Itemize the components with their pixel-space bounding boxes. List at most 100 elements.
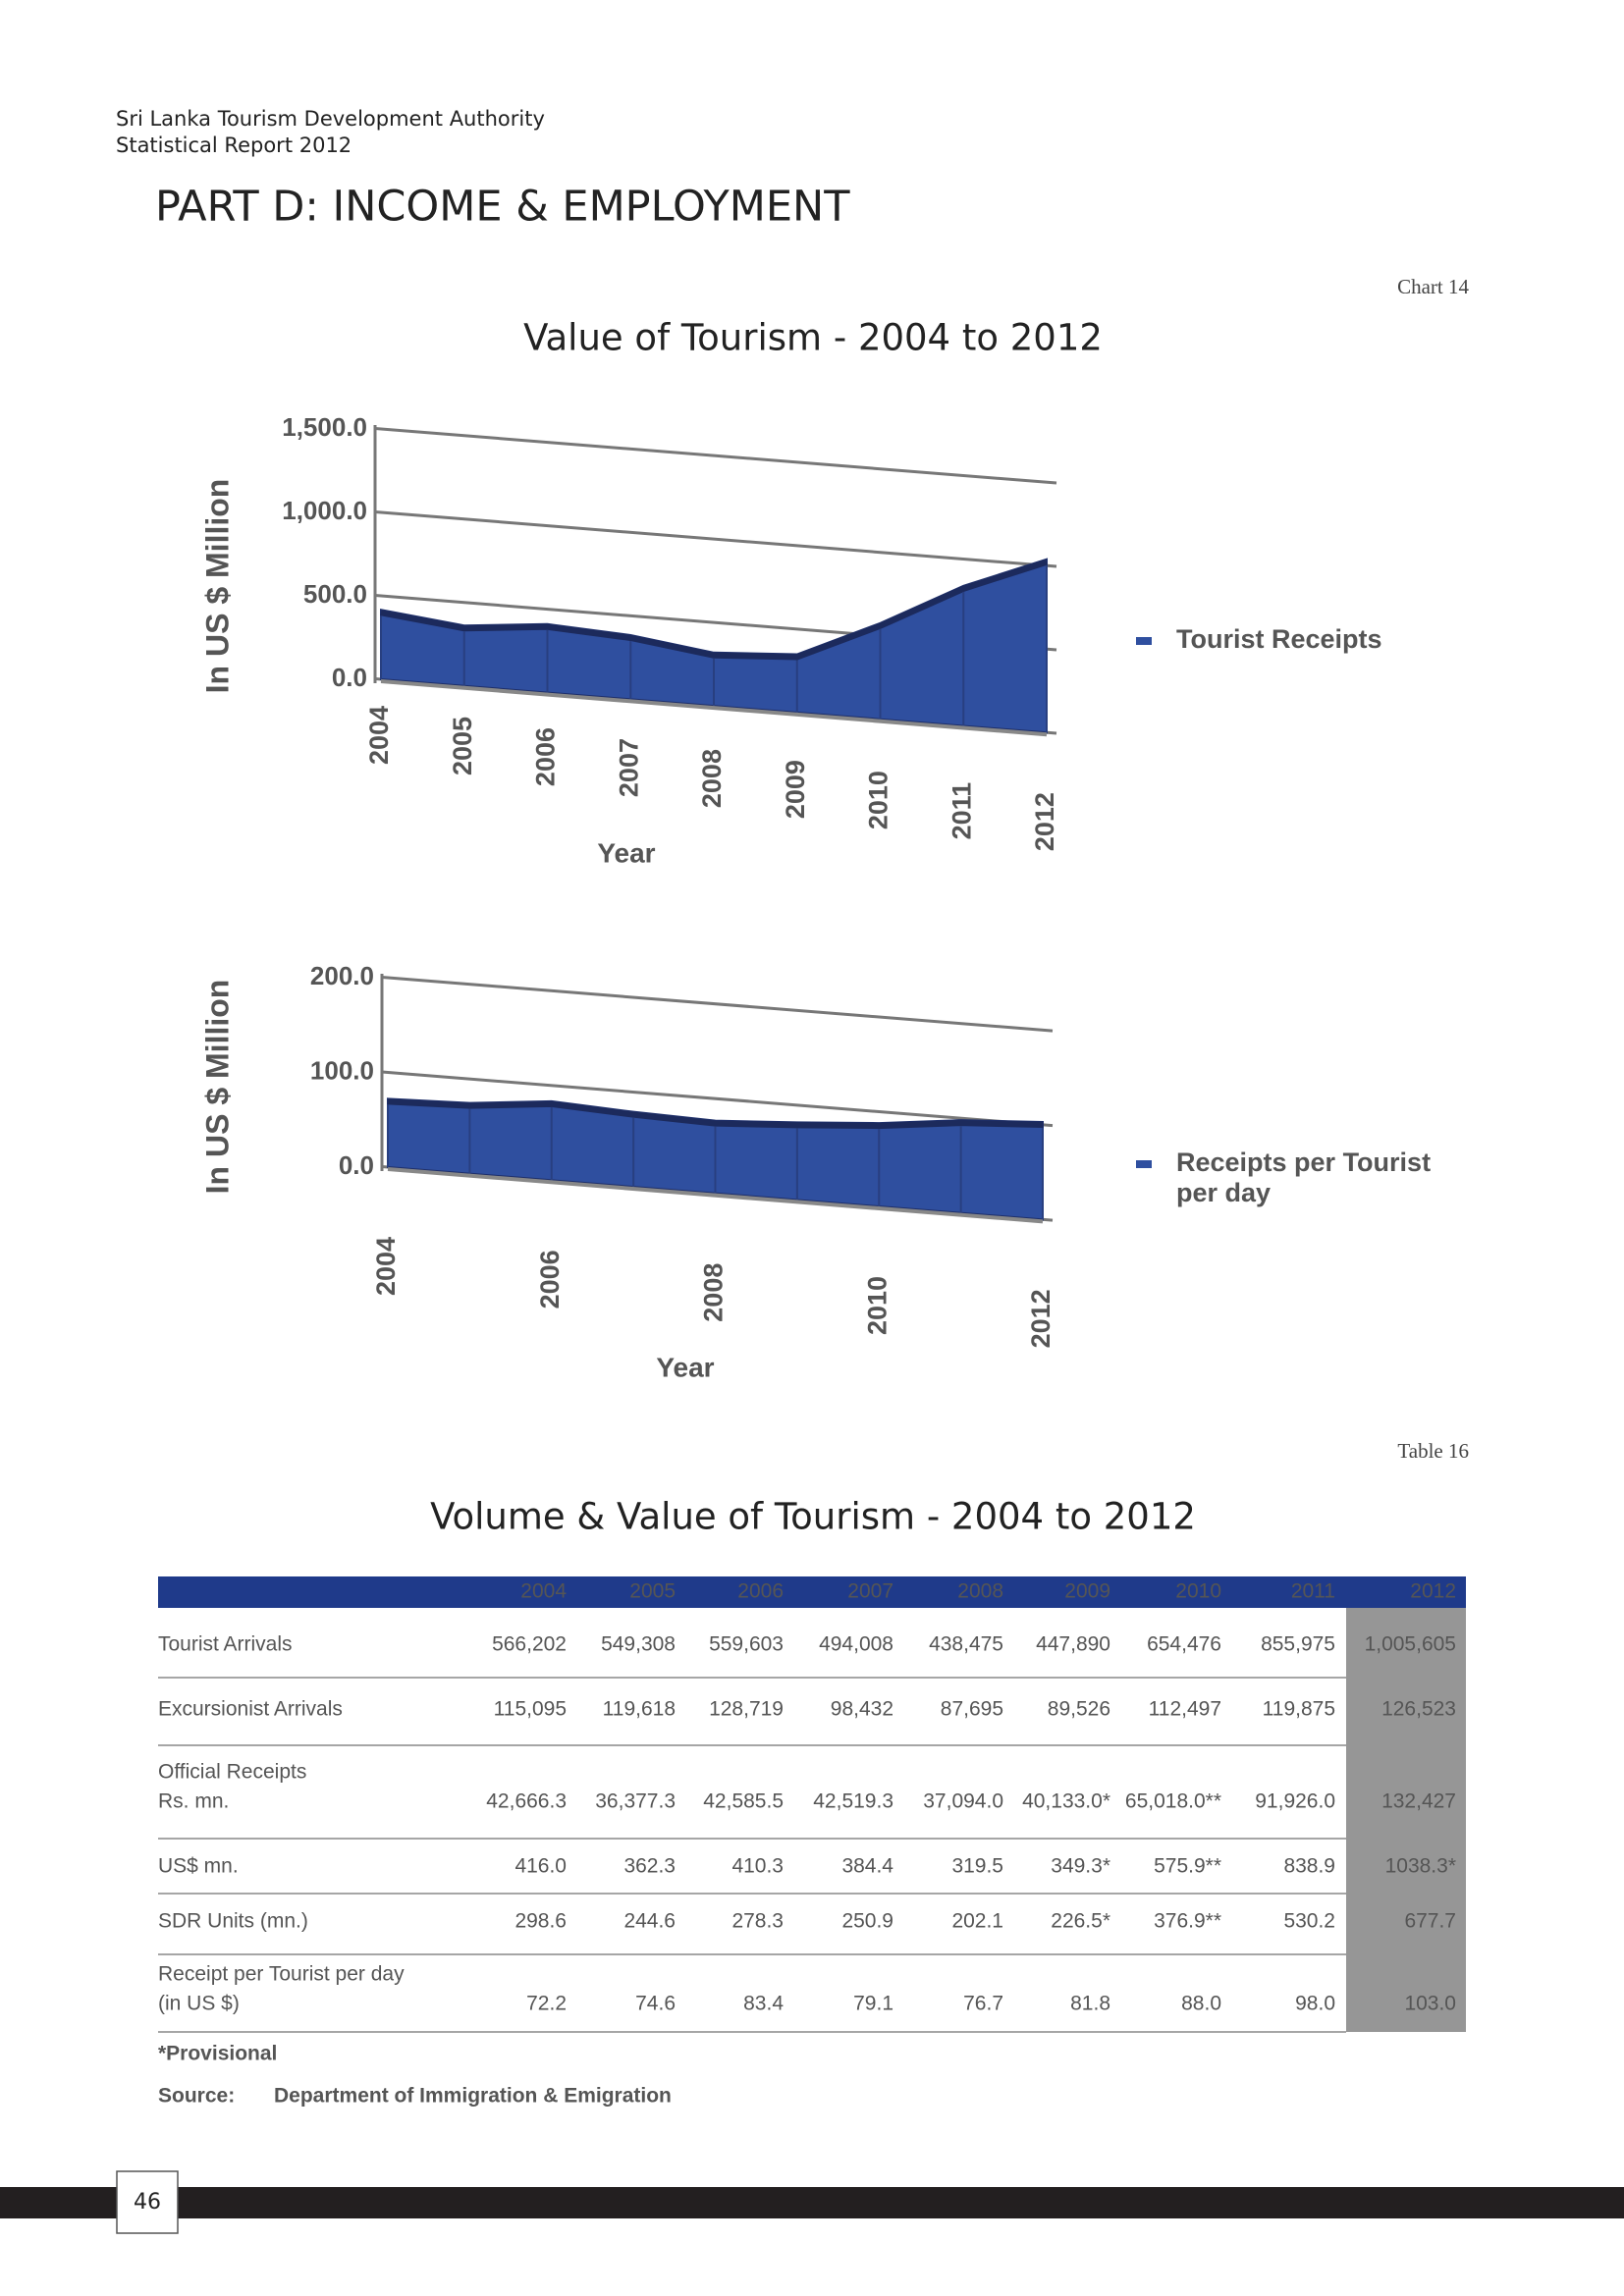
cell: 298.6 [514,1910,567,1933]
y-axis-label: In US $ Million [199,479,235,694]
cell: 81.8 [1070,1993,1110,2015]
column-header: 2010 [1175,1580,1221,1603]
floor-edge [387,1167,1044,1224]
row-label: Excursionist Arrivals [158,1698,343,1721]
cell: 98.0 [1295,1993,1335,2015]
footer-bar [0,2187,1624,2218]
x-axis-label: Year [656,1352,714,1382]
cell: 226.5* [1051,1910,1110,1933]
x-tick-label: 2006 [535,1250,565,1308]
cell: 438,475 [929,1633,1003,1656]
cell: 42,666.3 [486,1790,567,1813]
x-tick-label: 2012 [1026,1289,1056,1348]
column-header: 2005 [629,1580,676,1603]
cell: 494,008 [819,1633,893,1656]
y-tick-label: 500.0 [303,579,367,609]
cell: 575.9** [1154,1855,1221,1878]
cell: 1,005,605 [1365,1633,1456,1656]
cell: 855,975 [1261,1633,1335,1656]
cell: 416.0 [514,1855,567,1878]
grid-line [374,510,1057,568]
table-note: *Provisional [158,2043,277,2065]
legend-marker [1136,637,1152,645]
x-tick-label: 2012 [1030,792,1059,851]
cell: 250.9 [841,1910,893,1933]
grid-line [381,976,1054,1033]
cell: 677.7 [1404,1910,1456,1933]
source-text: Department of Immigration & Emigration [274,2085,672,2108]
row-label: (in US $) [158,1993,240,2015]
source-label: Source: [158,2085,235,2108]
cell: 349.3* [1051,1855,1110,1878]
x-axis-label: Year [597,837,655,868]
cell: 132,427 [1381,1790,1456,1813]
x-tick-label: 2010 [864,771,893,829]
cell: 530.2 [1283,1910,1335,1933]
table-header-bg [158,1576,1466,1608]
cell: 103.0 [1404,1993,1456,2015]
cell: 410.3 [731,1855,784,1878]
y-tick-label: 100.0 [310,1055,374,1085]
highlight-column [1346,1608,1466,2032]
chart-label: Chart 14 [1397,275,1469,298]
row-label: Rs. mn. [158,1790,229,1813]
x-tick-label: 2011 [947,782,976,840]
cell: 566,202 [492,1633,567,1656]
cell: 384.4 [841,1855,893,1878]
cell: 126,523 [1381,1698,1456,1721]
y-axis-label: In US $ Million [199,980,235,1195]
cell: 549,308 [601,1633,676,1656]
cell: 40,133.0* [1022,1790,1110,1813]
row-label: US$ mn. [158,1855,239,1878]
cell: 1038.3* [1385,1855,1456,1878]
grid-line [381,1070,1054,1128]
cell: 128,719 [709,1698,784,1721]
table-title: Volume & Value of Tourism - 2004 to 2012 [430,1496,1196,1538]
cell: 83.4 [743,1993,784,2015]
cell: 42,585.5 [703,1790,784,1813]
cell: 72.2 [526,1993,567,2015]
cell: 376.9** [1154,1910,1221,1933]
grid-line [374,427,1057,485]
cell: 559,603 [709,1633,784,1656]
column-header: 2007 [847,1580,893,1603]
y-tick-label: 1,500.0 [282,412,367,442]
area-top-edge [380,559,1048,661]
x-tick-label: 2004 [364,706,394,765]
cell: 79.1 [853,1993,893,2015]
header-organization: Sri Lanka Tourism Development Authority [116,107,545,131]
y-tick-label: 0.0 [332,663,367,692]
y-tick-label: 1,000.0 [282,496,367,525]
cell: 319.5 [951,1855,1003,1878]
page-number: 46 [134,2190,161,2215]
x-tick-label: 2009 [781,760,810,819]
cell: 838.9 [1283,1855,1335,1878]
floor-edge [380,679,1048,737]
cell: 119,875 [1263,1698,1335,1721]
cell: 119,618 [603,1698,676,1721]
x-tick-label: 2006 [531,727,561,786]
cell: 112,497 [1149,1698,1221,1721]
x-tick-label: 2008 [697,749,727,808]
table-label: Table 16 [1397,1439,1469,1463]
x-tick-label: 2004 [371,1237,401,1296]
cell: 74.6 [635,1993,676,2015]
cell: 37,094.0 [923,1790,1003,1813]
area-top-edge [387,1098,1044,1130]
cell: 278.3 [731,1910,784,1933]
cell: 42,519.3 [813,1790,893,1813]
cell: 244.6 [623,1910,676,1933]
cell: 91,926.0 [1255,1790,1335,1813]
cell: 76.7 [963,1993,1003,2015]
cell: 654,476 [1147,1633,1221,1656]
row-label: SDR Units (mn.) [158,1910,308,1933]
cell: 362.3 [623,1855,676,1878]
part-title: PART D: INCOME & EMPLOYMENT [155,183,850,232]
row-label: Official Receipts [158,1761,306,1784]
column-header: 2008 [957,1580,1003,1603]
column-header: 2012 [1410,1580,1456,1603]
cell: 65,018.0** [1125,1790,1221,1813]
cell: 98,432 [831,1698,893,1721]
cell: 87,695 [941,1698,1003,1721]
